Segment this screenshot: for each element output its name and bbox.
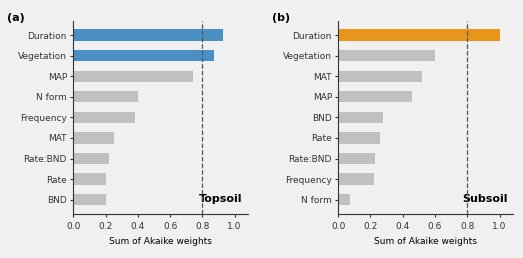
Bar [73,112,134,123]
Bar [338,50,435,61]
Text: Topsoil: Topsoil [199,195,242,204]
Bar [338,194,349,205]
Bar [73,50,214,61]
Text: (b): (b) [272,13,290,23]
Bar [338,29,499,41]
X-axis label: Sum of Akaike weights: Sum of Akaike weights [109,237,212,246]
Bar [73,29,223,41]
Text: Subsoil: Subsoil [462,195,507,204]
Bar [338,132,380,144]
Bar [338,153,376,164]
Bar [73,153,109,164]
Bar [338,112,383,123]
Bar [73,173,106,185]
Text: (a): (a) [7,13,25,23]
Bar [73,71,192,82]
Bar [73,132,113,144]
Bar [338,173,374,185]
Bar [73,194,106,205]
Bar [338,91,413,102]
X-axis label: Sum of Akaike weights: Sum of Akaike weights [374,237,477,246]
Bar [73,91,138,102]
Bar [338,71,422,82]
